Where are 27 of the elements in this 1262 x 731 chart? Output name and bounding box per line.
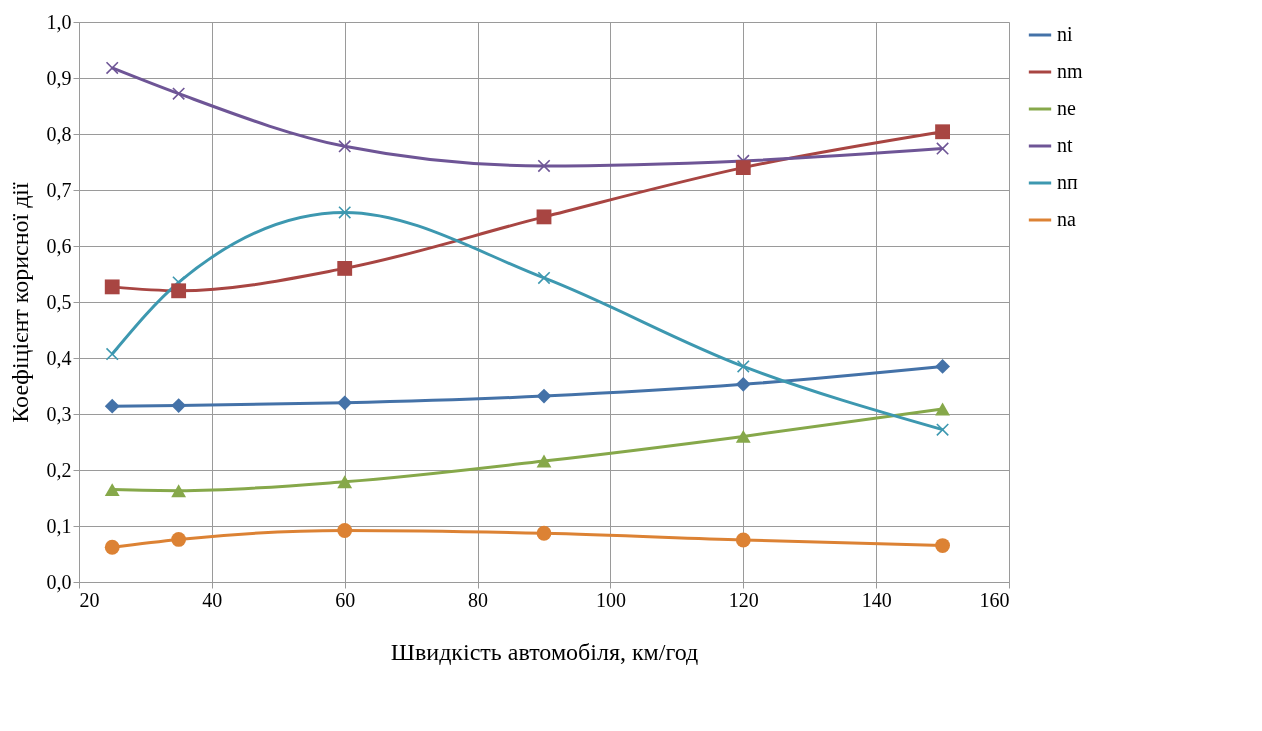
legend-label: nm (1057, 60, 1083, 82)
y-tick-label: 0,6 (46, 234, 72, 257)
legend-label: nп (1057, 171, 1078, 193)
x-tick-label: 20 (79, 588, 100, 611)
legend-label: nt (1057, 134, 1073, 156)
y-tick-label: 0,7 (46, 178, 72, 201)
x-tick-label: 160 (979, 588, 1010, 611)
y-tick-label: 0,9 (46, 66, 72, 89)
x-axis-title: Швидкість автомобіля, км/год (390, 638, 699, 665)
y-tick-label: 0,0 (46, 570, 72, 593)
x-tick-label: 60 (335, 588, 356, 611)
y-tick-label: 0,5 (46, 290, 72, 313)
x-tick-label: 40 (202, 588, 223, 611)
y-tick-label: 0,4 (46, 346, 72, 369)
legend-label: ne (1057, 97, 1076, 119)
y-axis-title: Коефіцієнт корисної дії (6, 181, 33, 423)
y-tick-label: 0,3 (46, 402, 72, 425)
y-tick-label: 1,0 (46, 10, 72, 33)
legend-label: na (1057, 208, 1076, 230)
y-tick-label: 0,1 (46, 514, 72, 537)
x-tick-label: 100 (595, 588, 626, 611)
y-tick-label: 0,2 (46, 458, 72, 481)
y-tick-label: 0,8 (46, 122, 72, 145)
x-tick-label: 140 (861, 588, 892, 611)
x-tick-label: 120 (728, 588, 759, 611)
x-tick-label: 80 (468, 588, 489, 611)
legend-label: ni (1057, 23, 1073, 45)
